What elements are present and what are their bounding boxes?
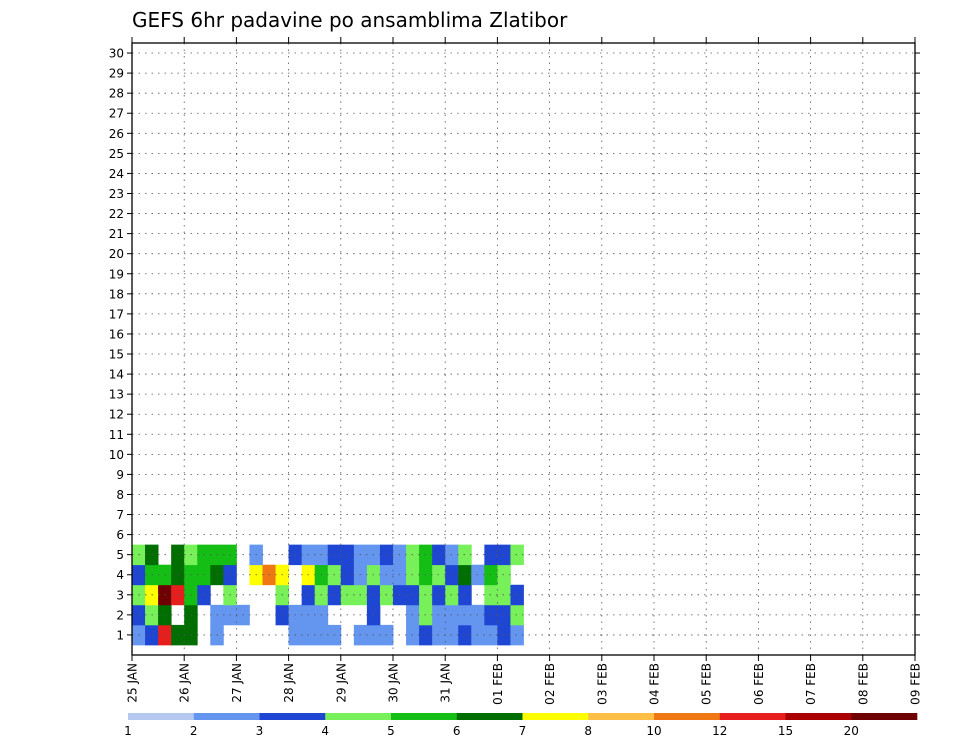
y-tick-label: 30 xyxy=(109,47,124,61)
colorbar-label: 8 xyxy=(584,724,592,738)
plot-frame xyxy=(131,42,916,656)
y-tick-label: 13 xyxy=(109,388,124,402)
colorbar-swatch xyxy=(193,713,260,720)
heatmap-cell xyxy=(484,624,498,646)
colorbar-label: 2 xyxy=(190,724,198,738)
heatmap-cell xyxy=(497,544,511,566)
y-tick-label: 11 xyxy=(109,428,124,442)
y-tick-label: 27 xyxy=(109,107,124,121)
grid-lines xyxy=(132,43,915,655)
y-tick-label: 12 xyxy=(109,408,124,422)
heatmap-cell xyxy=(497,584,511,606)
y-tick-label: 4 xyxy=(116,568,124,582)
y-axis: 1234567891011121314151617181920212223242… xyxy=(109,47,920,642)
y-tick-label: 10 xyxy=(109,448,124,462)
colorbar-label: 20 xyxy=(844,724,859,738)
y-tick-label: 28 xyxy=(109,87,124,101)
colorbar-label: 10 xyxy=(646,724,661,738)
y-tick-label: 18 xyxy=(109,287,124,301)
y-tick-label: 19 xyxy=(109,267,124,281)
heatmap-cell xyxy=(497,604,511,626)
colorbar-label: 3 xyxy=(256,724,264,738)
colorbar-label: 12 xyxy=(712,724,727,738)
colorbar-swatch xyxy=(128,713,195,720)
y-tick-label: 6 xyxy=(116,528,124,542)
y-tick-label: 9 xyxy=(116,468,124,482)
y-tick-label: 1 xyxy=(116,628,124,642)
x-tick-label: 07 FEB xyxy=(804,663,818,705)
x-tick-label: 28 JAN xyxy=(282,663,296,703)
x-tick-label: 08 FEB xyxy=(856,663,870,705)
heatmap-cell xyxy=(510,584,524,606)
heatmap-cell xyxy=(510,624,524,646)
y-tick-label: 2 xyxy=(116,608,124,622)
y-tick-label: 16 xyxy=(109,327,124,341)
x-tick-label: 06 FEB xyxy=(752,663,766,705)
heatmap-cell xyxy=(510,544,524,566)
heatmap-cell xyxy=(484,584,498,606)
y-tick-label: 8 xyxy=(116,488,124,502)
x-tick-label: 03 FEB xyxy=(595,663,609,705)
y-tick-label: 23 xyxy=(109,187,124,201)
y-tick-label: 7 xyxy=(116,508,124,522)
x-tick-label: 09 FEB xyxy=(909,663,923,705)
colorbar-swatch xyxy=(259,713,326,720)
y-tick-label: 17 xyxy=(109,307,124,321)
x-tick-label: 26 JAN xyxy=(178,663,192,703)
colorbar-label: 1 xyxy=(124,724,132,738)
colorbar-label: 15 xyxy=(778,724,793,738)
heatmap-cell xyxy=(484,604,498,626)
colorbar-swatch xyxy=(391,713,458,720)
colorbar-label: 4 xyxy=(321,724,329,738)
heatmap-cell xyxy=(497,564,511,586)
colorbar-swatch xyxy=(785,713,852,720)
y-tick-label: 22 xyxy=(109,207,124,221)
x-tick-label: 29 JAN xyxy=(334,663,348,703)
y-tick-label: 29 xyxy=(109,67,124,81)
colorbar-swatch xyxy=(851,713,918,720)
x-tick-label: 02 FEB xyxy=(543,663,557,705)
y-tick-label: 14 xyxy=(109,368,124,382)
x-tick-label: 31 JAN xyxy=(439,663,453,703)
y-tick-label: 21 xyxy=(109,227,124,241)
heatmap-cell xyxy=(497,624,511,646)
colorbar-swatch xyxy=(719,713,786,720)
x-tick-label: 30 JAN xyxy=(387,663,401,703)
colorbar-swatch xyxy=(588,713,655,720)
colorbar-swatch xyxy=(325,713,392,720)
y-tick-label: 26 xyxy=(109,127,124,141)
colorbar: 1 2 3 4 5 6 7 8 10 12 15 20 xyxy=(124,713,918,738)
x-tick-label: 01 FEB xyxy=(491,663,505,705)
y-tick-label: 25 xyxy=(109,147,124,161)
colorbar-label: 5 xyxy=(387,724,395,738)
y-tick-label: 20 xyxy=(109,247,124,261)
colorbar-label: 6 xyxy=(453,724,461,738)
y-tick-label: 3 xyxy=(116,588,124,602)
heatmap-cell xyxy=(484,564,498,586)
heatmap-cell xyxy=(471,624,485,646)
x-axis: 25 JAN 26 JAN 27 JAN 28 JAN 29 JAN 30 JAN 31 J… xyxy=(126,37,923,705)
x-tick-label: 04 FEB xyxy=(648,663,662,705)
colorbar-label: 7 xyxy=(519,724,527,738)
chart-title: GEFS 6hr padavine po ansamblima Zlatibor xyxy=(132,8,568,32)
x-tick-label: 27 JAN xyxy=(230,663,244,703)
y-tick-label: 5 xyxy=(116,548,124,562)
x-tick-label: 25 JAN xyxy=(126,663,140,703)
heatmap-cell xyxy=(510,604,524,626)
heatmap-cell xyxy=(484,544,498,566)
y-tick-label: 15 xyxy=(109,348,124,362)
colorbar-swatch xyxy=(522,713,589,720)
x-tick-label: 05 FEB xyxy=(700,663,714,705)
heatmap-cell xyxy=(471,604,485,626)
y-tick-label: 24 xyxy=(109,167,124,181)
heatmap-cell xyxy=(471,564,485,586)
colorbar-swatch xyxy=(456,713,523,720)
colorbar-swatch xyxy=(654,713,721,720)
